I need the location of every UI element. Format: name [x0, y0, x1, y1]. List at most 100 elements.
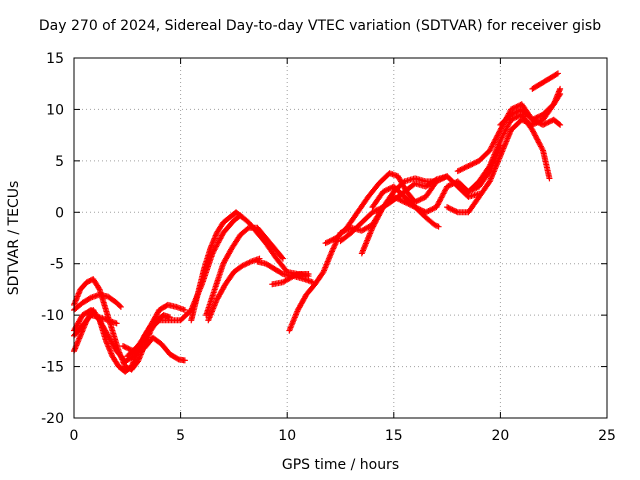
data-point	[122, 344, 129, 351]
data-point	[536, 119, 543, 126]
data-point	[446, 205, 453, 212]
data-point	[397, 197, 404, 204]
data-point	[369, 209, 376, 216]
data-point	[468, 161, 475, 168]
data-point	[401, 199, 408, 205]
data-point	[536, 113, 543, 120]
data-point	[450, 207, 457, 214]
data-point	[428, 206, 435, 213]
data-point	[325, 238, 332, 245]
data-point	[330, 236, 337, 243]
data-point	[417, 206, 424, 213]
y-tick-label: -10	[41, 308, 64, 324]
data-point	[385, 186, 392, 193]
data-point	[449, 181, 456, 187]
x-tick-label: 15	[385, 428, 403, 444]
data-point	[278, 254, 285, 261]
data-point	[452, 208, 459, 214]
series-track-9	[203, 224, 286, 319]
data-point	[116, 302, 123, 309]
data-point	[509, 110, 516, 117]
data-point	[239, 214, 246, 221]
data-point	[392, 194, 399, 201]
data-point	[444, 183, 451, 190]
data-point	[426, 207, 433, 214]
data-point	[465, 163, 472, 169]
data-point	[372, 208, 379, 214]
data-point	[125, 345, 132, 352]
data-point	[514, 113, 521, 120]
series-track-20	[465, 111, 553, 195]
data-point	[512, 104, 519, 111]
data-point	[278, 270, 285, 277]
data-point	[554, 70, 561, 77]
data-point	[424, 208, 431, 215]
series-track-17	[369, 142, 504, 216]
data-point	[305, 271, 312, 277]
data-point	[541, 121, 548, 128]
data-point	[508, 106, 515, 113]
y-tick-label: 10	[46, 102, 64, 118]
data-point	[556, 121, 563, 127]
data-point	[95, 285, 102, 292]
data-point	[454, 168, 461, 175]
data-point	[323, 239, 330, 246]
data-point	[370, 208, 377, 215]
data-point	[470, 160, 477, 167]
data-point	[398, 197, 405, 204]
data-point	[509, 116, 516, 123]
data-point	[417, 196, 424, 203]
y-tick-label: -5	[50, 257, 64, 273]
data-point	[113, 320, 120, 327]
data-point	[429, 206, 436, 213]
data-point	[449, 206, 456, 213]
data-point	[537, 120, 544, 127]
y-tick-label: 5	[55, 154, 64, 170]
data-points	[71, 70, 564, 375]
data-point	[412, 199, 419, 205]
data-point	[416, 197, 423, 204]
data-point	[510, 115, 517, 122]
data-point	[120, 343, 127, 349]
data-point	[473, 159, 480, 166]
y-tick-label: -20	[41, 411, 64, 427]
x-tick-label: 25	[598, 428, 616, 444]
data-point	[381, 188, 388, 195]
y-tick-label: -15	[41, 360, 64, 376]
data-point	[425, 208, 432, 214]
data-point	[545, 119, 552, 126]
data-point	[279, 255, 286, 262]
data-point	[394, 195, 401, 202]
data-point	[532, 118, 539, 124]
data-point	[444, 204, 451, 211]
data-point	[464, 163, 471, 170]
data-point	[513, 109, 520, 115]
data-point	[533, 118, 540, 125]
chart-title: Day 270 of 2024, Sidereal Day-to-day VTE…	[38, 18, 602, 34]
data-point	[453, 208, 460, 215]
data-point	[244, 225, 251, 232]
data-point	[542, 120, 549, 127]
data-point	[396, 196, 403, 203]
data-point	[546, 118, 553, 125]
data-point	[329, 236, 336, 243]
data-point	[512, 109, 519, 116]
series-track-18	[444, 91, 564, 216]
data-point	[414, 197, 421, 204]
data-point	[508, 111, 515, 118]
data-point	[540, 121, 547, 128]
data-point	[418, 207, 425, 214]
data-point	[390, 193, 397, 200]
data-point	[448, 206, 455, 213]
data-point	[557, 121, 564, 128]
data-point	[514, 103, 521, 110]
data-point	[461, 164, 468, 171]
data-point	[384, 186, 391, 193]
series-track-22	[529, 70, 561, 92]
x-tick-label: 5	[176, 428, 185, 444]
data-point	[508, 116, 515, 123]
data-point	[456, 167, 463, 174]
data-point	[557, 85, 564, 92]
y-tick-label: 0	[55, 205, 64, 221]
series-track-5	[71, 312, 120, 339]
